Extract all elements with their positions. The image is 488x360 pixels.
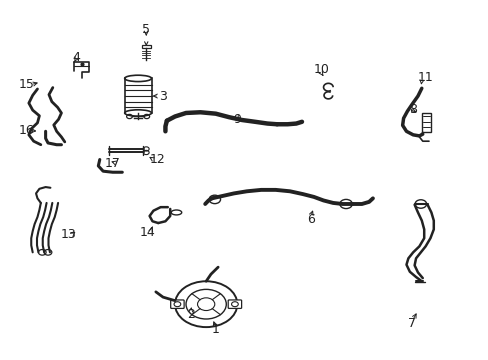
Text: 5: 5 <box>142 23 150 36</box>
Text: 4: 4 <box>72 51 80 64</box>
FancyBboxPatch shape <box>228 300 241 309</box>
Text: 16: 16 <box>19 124 35 137</box>
Text: 10: 10 <box>313 63 328 76</box>
Text: 17: 17 <box>104 157 120 170</box>
FancyBboxPatch shape <box>170 300 184 309</box>
Text: 9: 9 <box>232 113 240 126</box>
Text: 7: 7 <box>407 318 415 330</box>
Text: 13: 13 <box>60 228 76 241</box>
Text: 14: 14 <box>140 226 155 239</box>
Bar <box>142 45 150 48</box>
Text: 2: 2 <box>186 308 194 321</box>
Text: 1: 1 <box>211 323 219 337</box>
Text: 8: 8 <box>408 103 416 116</box>
Bar <box>421 113 430 132</box>
Text: 11: 11 <box>417 71 433 84</box>
Text: 12: 12 <box>149 153 165 166</box>
Text: 3: 3 <box>159 90 166 103</box>
Text: 15: 15 <box>19 78 35 91</box>
Text: 6: 6 <box>306 213 314 226</box>
